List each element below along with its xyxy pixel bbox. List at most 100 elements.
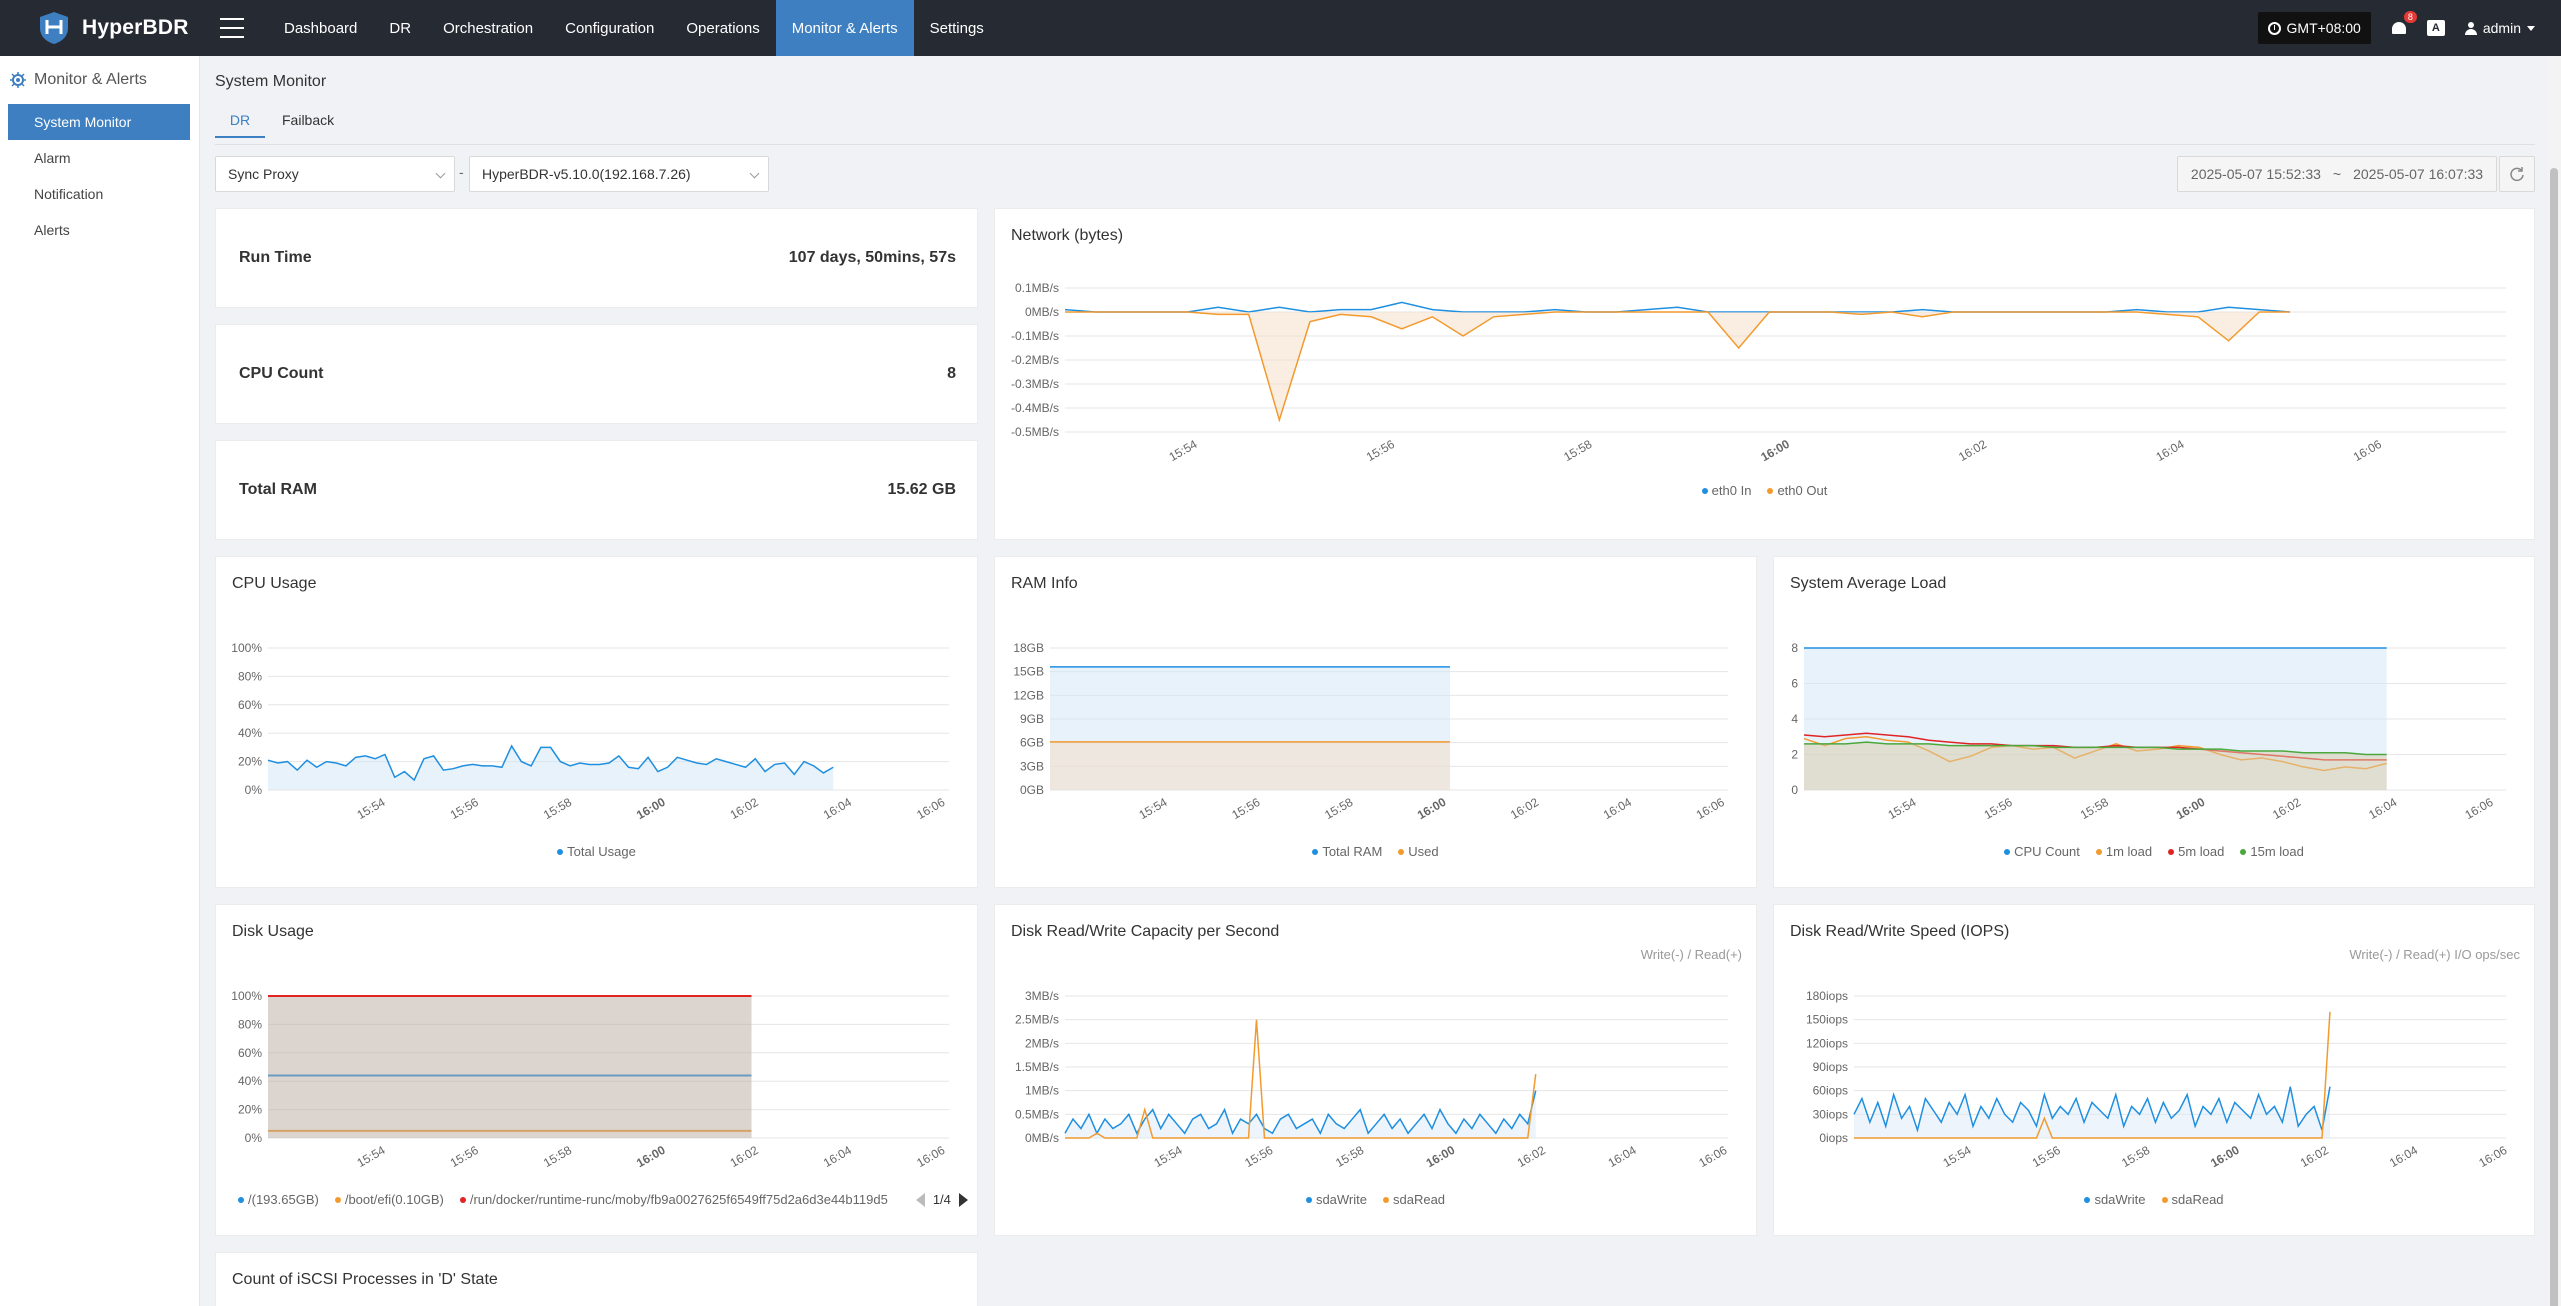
x-tick-label: 15:56 <box>1364 437 1397 464</box>
nav-item-orchestration[interactable]: Orchestration <box>443 19 534 37</box>
legend-dot-icon <box>2168 848 2175 855</box>
x-tick-label: 15:54 <box>1151 1143 1184 1170</box>
prev-page-icon[interactable] <box>915 1192 925 1207</box>
legend-item[interactable]: Used <box>1398 844 1439 859</box>
x-tick-label: 16:04 <box>2153 437 2186 464</box>
scrollbar-thumb[interactable] <box>2550 168 2558 1306</box>
legend-item[interactable]: sdaWrite <box>2084 1192 2146 1207</box>
nav-item-dr[interactable]: DR <box>389 19 412 37</box>
x-tick-label: 15:58 <box>2078 795 2111 822</box>
legend-dot-icon <box>1383 1196 1389 1203</box>
y-tick-label: 6GB <box>1020 736 1044 750</box>
legend-item[interactable]: 15m load <box>2240 844 2304 859</box>
legend-label: Total Usage <box>567 844 636 859</box>
legend-label: 5m load <box>2178 844 2225 859</box>
x-tick-label: 15:54 <box>354 795 387 822</box>
host-select[interactable]: HyperBDR-v5.10.0(192.168.7.26) <box>469 156 769 192</box>
refresh-icon <box>2510 167 2524 182</box>
disk-capacity-chart-card: Disk Read/Write Capacity per Second Writ… <box>994 904 1757 1236</box>
y-tick-label: 180iops <box>1806 989 1848 1003</box>
y-tick-label: 0% <box>245 783 263 797</box>
nav-item-monitor-alerts[interactable]: Monitor & Alerts <box>775 0 914 56</box>
menu-toggle-icon[interactable] <box>220 18 244 38</box>
nav-item-dashboard[interactable]: Dashboard <box>284 19 358 37</box>
legend-dot-icon <box>459 1196 466 1203</box>
legend-item[interactable]: eth0 In <box>1701 483 1751 498</box>
legend-item[interactable]: sdaRead <box>2161 1192 2224 1207</box>
diskcap-chart-svg: 3MB/s 2.5MB/s 2MB/s 1.5MB/s 1MB/s 0.5MB/s 0MB/… <box>1015 989 1730 1170</box>
page-title: System Monitor <box>215 73 327 90</box>
date-range-picker[interactable]: 2025-05-07 15:52:33 ~ 2025-05-07 16:07:3… <box>2177 156 2497 192</box>
y-tick-label: 0% <box>245 1131 263 1145</box>
x-tick-label: 16:02 <box>1508 795 1541 822</box>
y-tick-label: 0iops <box>1819 1131 1848 1145</box>
legend-item[interactable]: sdaRead <box>1383 1192 1445 1207</box>
nav-item-operations[interactable]: Operations <box>686 19 760 37</box>
legend-dot-icon <box>1305 1196 1312 1203</box>
legend-label: 15m load <box>2250 844 2304 859</box>
legend-item[interactable]: Total RAM <box>1312 844 1382 859</box>
legend-item[interactable]: /boot/efi(0.10GB) <box>334 1192 444 1207</box>
legend-item[interactable]: CPU Count <box>2004 844 2080 859</box>
legend-item[interactable]: 5m load <box>2168 844 2224 859</box>
y-tick-label: 150iops <box>1806 1013 1848 1027</box>
nav-item-settings[interactable]: Settings <box>929 19 984 37</box>
tab-dr[interactable]: DR <box>215 112 265 138</box>
y-tick-label: 1.5MB/s <box>1015 1060 1059 1074</box>
chart-legend: Total Usage <box>216 844 977 859</box>
x-tick-label: 16:00 <box>2174 795 2208 823</box>
date-range-separator: ~ <box>2332 166 2342 182</box>
x-tick-label: 16:02 <box>2298 1143 2331 1170</box>
user-menu[interactable]: admin <box>2464 20 2535 36</box>
legend-item[interactable]: eth0 Out <box>1767 483 1827 498</box>
disk-chart-svg: 100% 80% 60% 40% 20% 0% 15:54 15:56 15:58 16:00 16… <box>231 989 949 1170</box>
x-tick-label: 15:58 <box>1561 437 1594 464</box>
alert-bell-icon[interactable]: 8 <box>2391 11 2417 36</box>
cpu-chart-svg: 100% 80% 60% 40% 20% 0% 15:54 15:56 15:58 16:00 16… <box>231 641 949 823</box>
legend-dot-icon <box>1398 848 1405 855</box>
nav-item-configuration[interactable]: Configuration <box>565 19 655 37</box>
monitor-alert-icon <box>10 72 26 88</box>
y-tick-label: 80% <box>238 1017 262 1031</box>
refresh-button[interactable] <box>2499 156 2535 192</box>
chart-subtitle: Write(-) / Read(+) <box>1640 947 1742 962</box>
language-icon[interactable]: A <box>2426 20 2445 36</box>
chevron-down-icon <box>2527 25 2535 31</box>
legend-item[interactable]: 1m load <box>2095 844 2152 859</box>
y-tick-label: 12GB <box>1013 688 1044 702</box>
legend-item[interactable]: /(193.65GB) <box>238 1192 319 1207</box>
chart-title: Disk Usage <box>232 923 314 940</box>
next-page-icon[interactable] <box>958 1192 968 1207</box>
proxy-type-select[interactable]: Sync Proxy <box>215 156 455 192</box>
x-tick-label: 15:56 <box>1229 795 1262 822</box>
chevron-down-icon <box>435 168 446 179</box>
stat-value: 15.62 GB <box>887 481 956 498</box>
sidebar-item-notification[interactable]: Notification <box>34 186 104 202</box>
chevron-down-icon <box>749 168 760 179</box>
legend-item[interactable]: /run/docker/runtime-runc/moby/fb9a002762… <box>459 1192 888 1207</box>
y-tick-label: 20% <box>238 1103 262 1117</box>
app-logo[interactable]: HyperBDR <box>36 10 206 46</box>
x-tick-label: 16:00 <box>634 795 668 823</box>
alert-count-badge: 8 <box>2403 11 2417 23</box>
legend-page: 1/4 <box>932 1192 951 1207</box>
y-tick-label: 100% <box>231 641 262 655</box>
legend-item[interactable]: sdaWrite <box>1305 1192 1367 1207</box>
y-tick-label: 8 <box>1791 641 1798 655</box>
legend-label: sdaRead <box>2171 1192 2224 1207</box>
legend-item[interactable]: Total Usage <box>557 844 636 859</box>
legend-label: Total RAM <box>1322 844 1383 859</box>
disk-usage-chart-card: Disk Usage 100% 80% 60% 40% 20% 0% 15:54 15:56 1… <box>215 904 978 1236</box>
sidebar-item-alerts[interactable]: Alerts <box>34 222 70 238</box>
sidebar-item-system-monitor[interactable]: System Monitor <box>8 104 190 140</box>
y-tick-label: 80% <box>238 669 262 683</box>
timezone-display[interactable]: GMT+08:00 <box>2257 12 2371 44</box>
y-tick-label: -0.2MB/s <box>1011 353 1059 367</box>
x-tick-label: 16:04 <box>821 1143 854 1170</box>
page-scrollbar[interactable] <box>2547 56 2561 1306</box>
x-tick-label: 15:56 <box>1982 795 2015 822</box>
tab-failback[interactable]: Failback <box>282 112 335 128</box>
series-area-0 <box>268 745 834 790</box>
y-tick-label: 4 <box>1791 712 1798 726</box>
sidebar-item-alarm[interactable]: Alarm <box>34 150 71 166</box>
